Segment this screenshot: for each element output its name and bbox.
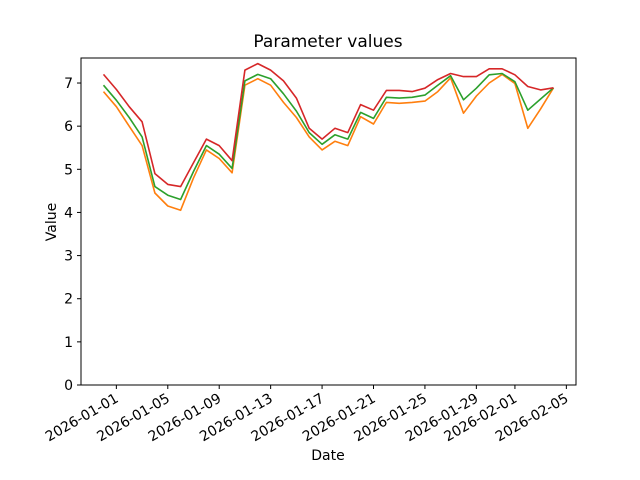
x-axis-label: Date — [311, 448, 344, 464]
y-tick-label: 4 — [64, 205, 73, 221]
plot-title: Parameter values — [253, 32, 402, 52]
y-tick-label: 6 — [64, 119, 73, 135]
y-tick-label: 7 — [64, 76, 73, 92]
y-tick-label: 0 — [64, 378, 73, 394]
y-tick-label: 5 — [64, 162, 73, 178]
y-axis-label: Value — [44, 203, 60, 241]
plot-border — [80, 57, 577, 386]
series-line-red-series — [102, 62, 554, 188]
y-tick-label: 1 — [64, 335, 73, 351]
series-line-orange-series — [102, 73, 555, 212]
y-tick-label: 2 — [64, 292, 73, 308]
y-tick-label: 3 — [64, 249, 73, 265]
series-line-green-series — [102, 72, 555, 201]
